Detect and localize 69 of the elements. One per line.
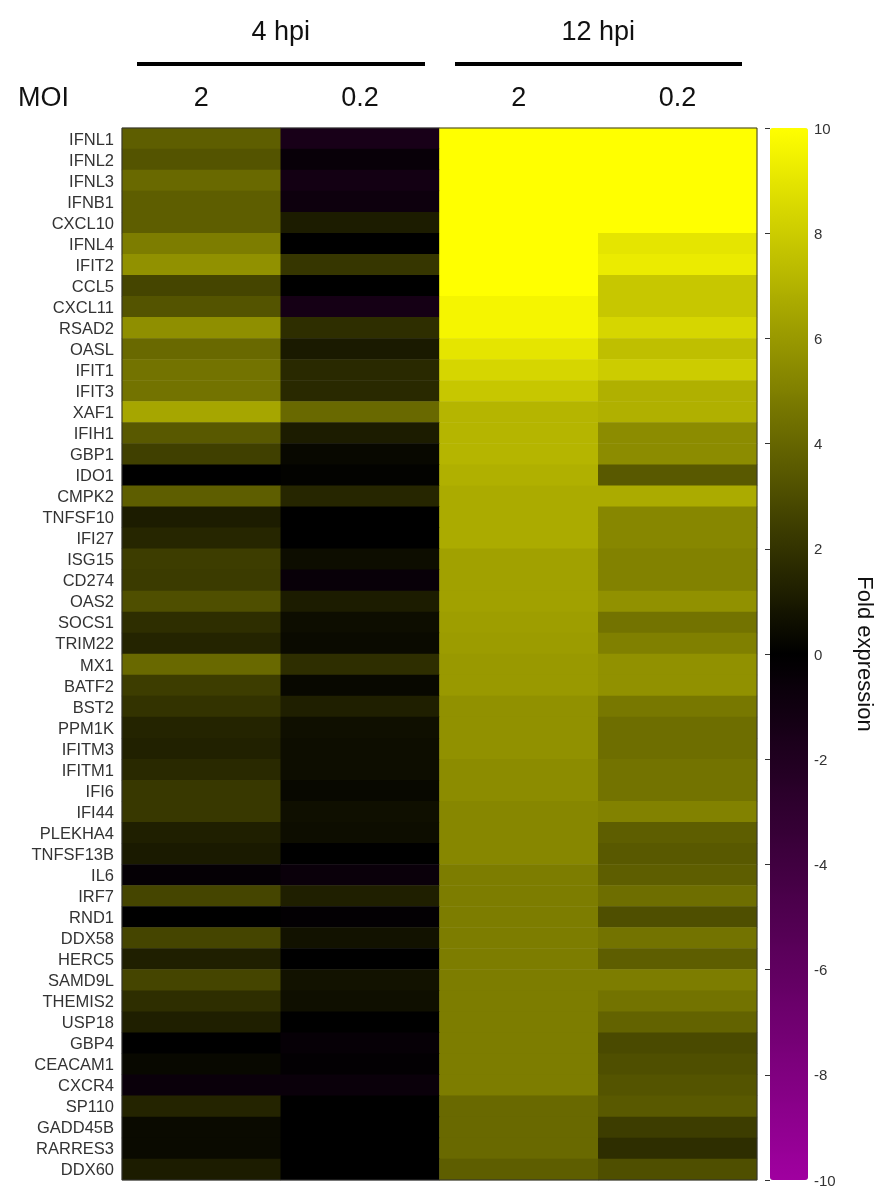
y-tick-label: GBP4 [69,1034,114,1053]
y-tick-label: IRF7 [78,886,114,905]
y-tick-label: TNFSF10 [42,508,114,527]
y-tick-label: HERC5 [58,950,114,969]
y-tick-label: CXCR4 [58,1076,114,1095]
color-bar-title: Fold expression [852,576,877,732]
y-tick-label: DDX58 [60,929,114,948]
y-tick-label: CMPK2 [57,487,114,506]
y-tick-label: IFIT3 [75,382,114,400]
y-tick-label: BATF2 [63,676,114,695]
color-bar-label: -4 [814,855,828,873]
y-tick-label: IFITM3 [61,739,114,758]
y-tick-label: CD274 [62,571,114,590]
y-tick-label: TNFSF13B [31,844,114,863]
y-tick-label: GADD45B [36,1118,114,1137]
y-tick-label: MX1 [80,655,114,674]
y-tick-label: IFNL4 [69,234,114,253]
y-tick-label: CXCL10 [51,213,114,232]
x-tick-label: 0.2 [657,82,698,113]
y-tick-label: RSAD2 [58,318,114,337]
y-tick-label: XAF1 [72,403,114,422]
y-tick-label: ISG15 [67,550,114,569]
y-tick-label: PLEKHA4 [39,823,114,842]
y-tick-label: SAMD9L [47,971,114,990]
y-tick-label: IFIH1 [73,424,114,443]
x-tick-label: 0.2 [340,82,380,113]
color-bar-label: -8 [814,1066,828,1084]
y-tick-label: OAS2 [69,592,114,611]
y-tick-label: IFITM1 [61,760,114,779]
y-tick-label: GBP1 [69,445,114,464]
y-tick-label: RARRES3 [36,1139,114,1158]
color-bar-label: -10 [814,1171,836,1188]
y-tick-label: IFNB1 [67,192,114,211]
y-tick-label: IDO1 [75,466,114,485]
y-tick-label: IFIT1 [75,360,114,379]
y-tick-label: RND1 [69,908,114,926]
y-tick-label: IFI44 [76,802,114,821]
x-tick-label: 2 [192,82,210,113]
y-tick-label: IFIT2 [75,255,114,274]
y-tick-label: CXCL11 [52,297,114,316]
y-tick-label: CCL5 [71,276,114,295]
color-bar-label: -6 [814,961,828,979]
y-tick-label: IFNL1 [69,129,114,148]
color-bar-label: 8 [814,224,823,242]
y-tick-label: DDX60 [60,1160,114,1179]
y-tick-label: IFNL3 [69,171,114,190]
y-tick-label: PPM1K [58,718,114,737]
x-tick-label: 2 [510,82,528,113]
text: 12 hpi [560,16,637,47]
color-bar-label: 0 [814,645,823,663]
y-tick-label: TRIM22 [55,634,114,653]
y-tick-label: OASL [69,339,114,358]
text: 4 hpi [250,16,312,47]
y-tick-label: BST2 [72,697,114,716]
color-bar-label: 10 [814,119,831,137]
x-axis-title: MOI [18,82,69,113]
y-tick-label: IFI6 [85,781,114,800]
color-bar-label: 6 [814,329,823,347]
y-tick-label: USP18 [61,1013,114,1032]
y-tick-label: SOCS1 [58,613,114,632]
color-bar-label: 4 [814,435,823,453]
color-bar-label: -2 [814,750,828,768]
y-tick-label: CEACAM1 [34,1055,114,1074]
y-tick-label: IFNL2 [69,150,114,169]
y-tick-label: THEMIS2 [42,992,114,1011]
y-tick-label: IFI27 [76,529,114,548]
color-bar-label: 2 [814,540,823,558]
y-tick-label: IL6 [91,865,114,884]
y-tick-label: SP110 [65,1097,114,1116]
